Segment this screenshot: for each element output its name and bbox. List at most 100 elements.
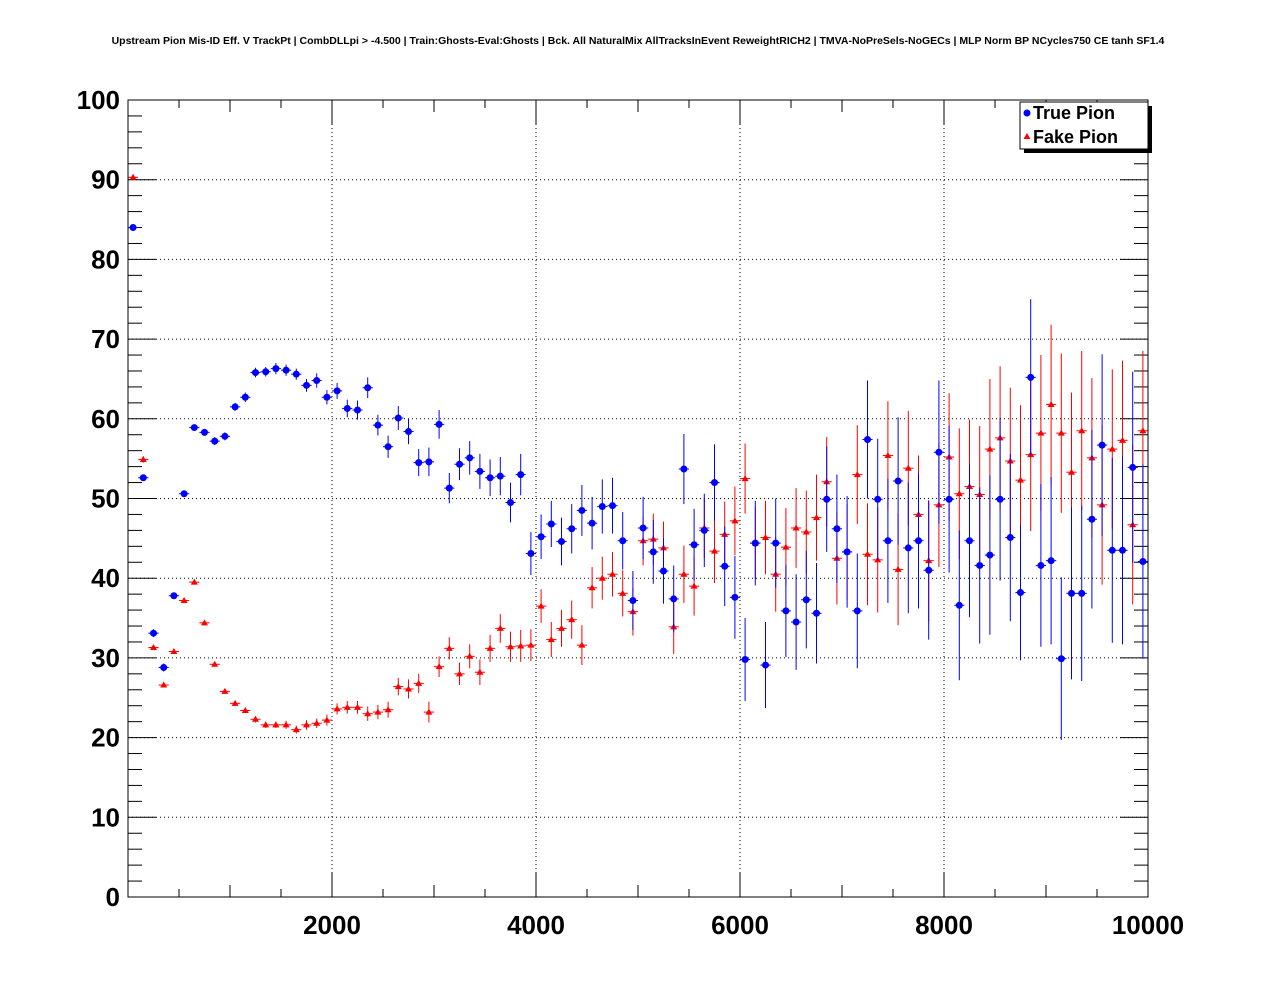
data-point <box>568 616 576 623</box>
legend-label-fake-pion: Fake Pion <box>1033 127 1118 147</box>
data-point <box>1088 515 1096 523</box>
data-point <box>507 643 514 650</box>
data-point <box>1108 546 1116 554</box>
data-point <box>751 539 759 547</box>
data-point <box>456 670 463 677</box>
data-point <box>976 561 984 569</box>
data-point <box>211 660 219 667</box>
data-point <box>476 668 484 675</box>
data-point <box>517 471 525 479</box>
data-point <box>129 173 137 180</box>
data-point <box>150 644 157 651</box>
data-point <box>904 464 912 471</box>
legend[interactable]: True Pion Fake Pion <box>1019 101 1152 153</box>
data-point <box>394 683 402 690</box>
data-point <box>160 663 168 671</box>
data-point <box>262 368 270 376</box>
data-point <box>986 551 994 559</box>
data-point <box>129 224 137 232</box>
data-point <box>415 679 423 686</box>
data-point <box>598 502 606 510</box>
data-point <box>1098 441 1106 449</box>
data-point <box>435 663 443 670</box>
data-point <box>649 548 657 556</box>
data-point <box>547 520 555 528</box>
data-point <box>537 602 545 609</box>
x-axis: 2000 4000 6000 8000 10000 <box>303 910 1184 940</box>
data-point <box>170 648 178 655</box>
data-point <box>343 404 351 412</box>
data-point <box>925 566 933 574</box>
data-point <box>425 458 433 466</box>
data-point <box>241 393 249 401</box>
data-point <box>711 479 718 487</box>
data-point <box>405 685 412 692</box>
data-point <box>1017 589 1024 597</box>
data-point <box>496 472 504 480</box>
data-point <box>170 592 178 600</box>
data-point <box>955 490 963 497</box>
data-point <box>792 524 800 531</box>
data-point <box>864 550 871 557</box>
data-point <box>904 544 912 552</box>
data-point <box>884 537 892 545</box>
data-point <box>772 539 780 547</box>
data-point <box>445 484 453 492</box>
data-point <box>1119 436 1126 443</box>
data-point <box>333 705 341 712</box>
data-point <box>272 721 280 728</box>
x-tick-label: 4000 <box>507 910 565 940</box>
y-tick-label: 80 <box>91 244 120 274</box>
data-point <box>1037 561 1045 569</box>
data-point <box>955 601 963 609</box>
data-point <box>323 393 331 401</box>
data-point <box>639 524 647 532</box>
data-point <box>231 403 239 411</box>
data-point <box>670 595 678 603</box>
data-point <box>853 607 861 615</box>
data-point <box>1017 476 1024 483</box>
data-point <box>486 474 494 482</box>
data-point <box>598 574 606 581</box>
data-point <box>711 547 718 554</box>
data-point <box>1129 463 1137 471</box>
data-point <box>303 721 310 728</box>
data-point <box>139 455 147 462</box>
data-point <box>1047 557 1055 565</box>
data-point <box>384 706 392 713</box>
y-tick-label: 40 <box>91 563 120 593</box>
data-point <box>690 541 698 549</box>
y-tick-label: 0 <box>106 882 120 912</box>
data-point <box>496 624 504 631</box>
legend-marker-fake-pion <box>1023 133 1031 139</box>
data-point <box>282 721 290 728</box>
data-point <box>660 567 667 575</box>
data-point <box>823 495 831 503</box>
data-point <box>741 655 749 663</box>
data-point <box>731 593 739 601</box>
data-point <box>180 597 188 604</box>
data-point <box>139 474 147 482</box>
data-point <box>537 533 545 541</box>
data-point <box>915 537 922 545</box>
data-point <box>415 459 423 467</box>
data-point <box>384 443 392 451</box>
data-point <box>160 681 168 688</box>
data-point <box>629 597 637 605</box>
data-point <box>762 661 769 669</box>
data-point <box>894 565 902 572</box>
data-point <box>935 448 943 456</box>
y-tick-label: 50 <box>91 484 120 514</box>
data-point <box>466 454 474 462</box>
data-point <box>374 708 382 715</box>
data-point <box>568 525 576 533</box>
data-point <box>1139 557 1147 565</box>
data-point <box>558 624 565 631</box>
data-point <box>252 369 259 377</box>
x-tick-label: 8000 <box>915 910 973 940</box>
y-tick-label: 20 <box>91 723 120 753</box>
y-tick-label: 100 <box>77 85 120 115</box>
data-point <box>1037 429 1045 436</box>
data-point <box>802 596 810 604</box>
